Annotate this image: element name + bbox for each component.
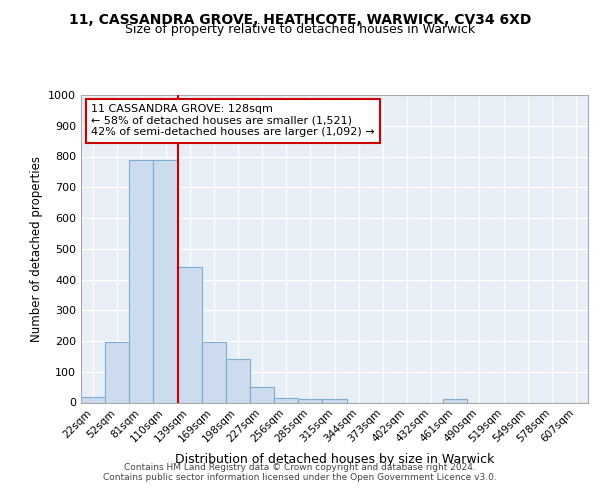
- Text: 11 CASSANDRA GROVE: 128sqm
← 58% of detached houses are smaller (1,521)
42% of s: 11 CASSANDRA GROVE: 128sqm ← 58% of deta…: [91, 104, 375, 138]
- Bar: [443, 400, 467, 402]
- X-axis label: Distribution of detached houses by size in Warwick: Distribution of detached houses by size …: [175, 452, 494, 466]
- Bar: [298, 400, 322, 402]
- Bar: [81, 398, 105, 402]
- Text: Contains HM Land Registry data © Crown copyright and database right 2024.: Contains HM Land Registry data © Crown c…: [124, 462, 476, 471]
- Bar: [178, 267, 202, 402]
- Bar: [154, 160, 178, 402]
- Bar: [226, 359, 250, 403]
- Y-axis label: Number of detached properties: Number of detached properties: [29, 156, 43, 342]
- Text: 11, CASSANDRA GROVE, HEATHCOTE, WARWICK, CV34 6XD: 11, CASSANDRA GROVE, HEATHCOTE, WARWICK,…: [69, 12, 531, 26]
- Bar: [105, 342, 129, 402]
- Bar: [202, 342, 226, 402]
- Text: Size of property relative to detached houses in Warwick: Size of property relative to detached ho…: [125, 22, 475, 36]
- Text: Contains public sector information licensed under the Open Government Licence v3: Contains public sector information licen…: [103, 472, 497, 482]
- Bar: [274, 398, 298, 402]
- Bar: [322, 400, 347, 402]
- Bar: [129, 160, 154, 402]
- Bar: [250, 388, 274, 402]
